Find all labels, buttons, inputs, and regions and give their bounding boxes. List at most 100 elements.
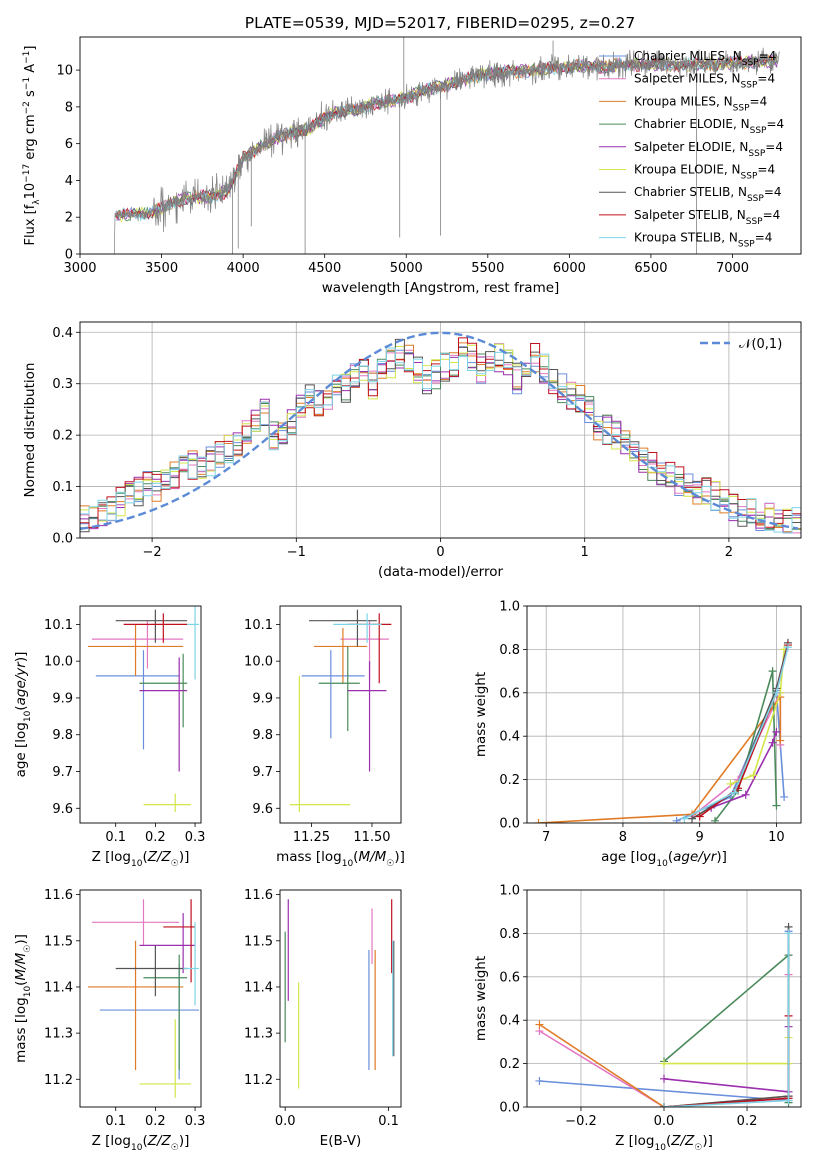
mass_weight_vs_age-plot-area: [527, 606, 801, 823]
legend-label: Salpeter STELIB, NSSP=4: [634, 208, 780, 227]
y-tick-label: 11.3: [44, 1027, 73, 1042]
axes-frame: [79, 605, 202, 824]
mass-weight-line: [683, 647, 789, 820]
mass-weight-marker: [726, 779, 735, 788]
y-tick-label: 9.7: [52, 765, 73, 780]
y-tick-label: 11.3: [244, 1027, 273, 1042]
mass-weight-line: [663, 1015, 790, 1107]
mass-weight-marker: [780, 792, 789, 801]
y-tick-label: 0.2: [499, 773, 520, 788]
axes-frame: [79, 889, 202, 1108]
legend-label: Kroupa STELIB, NSSP=4: [634, 231, 772, 250]
legend-label: 𝒩(0,1): [739, 337, 782, 352]
y-tick-label: 2: [65, 211, 73, 226]
residual-histogram: [80, 347, 801, 534]
x-tick-label: 11.25: [293, 830, 330, 845]
x-tick-label: 6500: [634, 261, 667, 276]
figure-title: PLATE=0539, MJD=52017, FIBERID=0295, z=0…: [245, 14, 635, 32]
y-tick-label: 0.3: [52, 377, 73, 392]
residuals-plot-area: [80, 322, 801, 538]
mass-weight-line: [663, 1026, 790, 1093]
x-tick-label: 1: [581, 545, 589, 560]
mass_vs_Z-chart: 0.1 0.2 0.3 11.2 11.3 11.4 11.5 11.6 Z [log10(Z/…: [13, 888, 205, 1153]
x-axis-label: Z [log10(Z/Z☉)]: [92, 849, 190, 869]
legend-label: Chabrier STELIB, NSSP=4: [634, 185, 782, 204]
x-tick-label: −1: [287, 545, 306, 560]
age_vs_mass-chart: 11.25 11.50 9.6 9.7 9.8 9.9 10.0 10.1 mass [log1…: [244, 605, 405, 869]
y-tick-label: 9.8: [252, 728, 273, 743]
x-tick-label: 4000: [227, 261, 260, 276]
y-tick-label: 10.0: [44, 655, 73, 670]
y-tick-label: 11.5: [44, 934, 73, 949]
x-axis-label: E(B-V): [320, 1133, 362, 1149]
mass-weight-line: [538, 694, 782, 823]
x-tick-label: 2: [725, 545, 733, 560]
y-tick-label: 9.8: [52, 728, 73, 743]
x-tick-label: 0.3: [185, 830, 206, 845]
y-axis-label: mass [log10(M/M☉)]: [13, 934, 33, 1063]
y-tick-label: 0.0: [499, 817, 520, 832]
mass-weight-marker: [660, 1103, 668, 1107]
y-tick-label: 0.2: [499, 1057, 520, 1072]
x-tick-label: 4500: [308, 261, 341, 276]
axes-frame: [526, 889, 802, 1108]
x-tick-label: 0.0: [654, 1114, 675, 1129]
axes-frame: [79, 321, 802, 539]
y-tick-label: 8: [65, 100, 73, 115]
x-axis-label: mass [log10(M/M☉)]: [276, 849, 405, 869]
normal-pdf-curve: [80, 331, 799, 531]
residual-histogram: [80, 350, 801, 530]
mass-weight-marker: [772, 727, 781, 736]
y-tick-label: 0: [65, 248, 73, 263]
mass-weight-marker: [535, 1020, 544, 1029]
axes-frame: [79, 36, 802, 255]
y-tick-label: 11.6: [244, 888, 273, 903]
mass-weight-marker: [660, 1074, 668, 1083]
x-tick-label: 0.1: [378, 1114, 399, 1129]
y-axis-label: mass weight: [473, 672, 489, 757]
residual-legend: 𝒩(0,1): [700, 337, 782, 352]
y-axis-label: Normed distribution: [22, 363, 38, 498]
spectrum-chart: 3000 3500 4000 4500 5000 5500 6000 6500 7000 0 2 4 6…: [22, 36, 802, 296]
age_vs_Z-chart: 0.1 0.2 0.3 9.6 9.7 9.8 9.9 10.0 10.1 Z [log10(Z/…: [13, 605, 206, 869]
residual-histogram: [80, 338, 801, 533]
mass-weight-marker: [784, 1096, 793, 1105]
y-tick-label: 9.9: [52, 691, 73, 706]
y-tick-label: 11.4: [44, 980, 73, 995]
y-tick-label: 0.8: [499, 643, 520, 658]
mass-weight-marker: [768, 738, 777, 747]
y-tick-label: 0.1: [52, 480, 73, 495]
y-tick-label: 0.2: [52, 429, 73, 444]
x-tick-label: 3500: [145, 261, 178, 276]
x-axis-label: wavelength [Angstrom, rest frame]: [322, 280, 560, 296]
mass_vs_ebv-plot-area: [284, 899, 395, 1089]
y-tick-label: 11.2: [244, 1073, 273, 1088]
y-tick-label: 1.0: [499, 884, 520, 899]
x-tick-label: 7: [542, 830, 550, 845]
y-tick-label: 1.0: [499, 600, 520, 615]
mass-weight-marker: [695, 812, 704, 821]
mass-weight-line: [664, 1037, 790, 1065]
mass-weight-marker: [776, 736, 785, 745]
mass-weight-marker: [784, 929, 793, 938]
mass-weight-marker: [711, 816, 720, 823]
x-tick-label: 0: [436, 545, 444, 560]
mass-weight-line: [710, 731, 778, 809]
x-tick-label: 0.2: [737, 1114, 758, 1129]
y-tick-label: 10.1: [44, 618, 73, 633]
legend-label: Salpeter ELODIE, NSSP=4: [634, 140, 783, 159]
mass-weight-marker: [660, 1059, 668, 1068]
mass-weight-marker: [535, 1076, 544, 1085]
x-axis-label: (data-model)/error: [378, 564, 504, 580]
residuals-chart: −2 −1 0 1 2 0.0 0.1 0.2 0.3 0.4 (data-model)/error…: [22, 321, 802, 580]
x-axis-label: Z [log10(Z/Z☉)]: [92, 1133, 190, 1153]
y-tick-label: 0.0: [499, 1101, 520, 1116]
y-tick-label: 10.1: [244, 618, 273, 633]
mass-weight-marker: [783, 643, 792, 652]
y-tick-label: 6: [65, 137, 73, 152]
y-axis-label: age [log10(age/yr)]: [13, 652, 33, 778]
x-tick-label: 11.50: [353, 830, 390, 845]
y-tick-label: 9.9: [252, 691, 273, 706]
